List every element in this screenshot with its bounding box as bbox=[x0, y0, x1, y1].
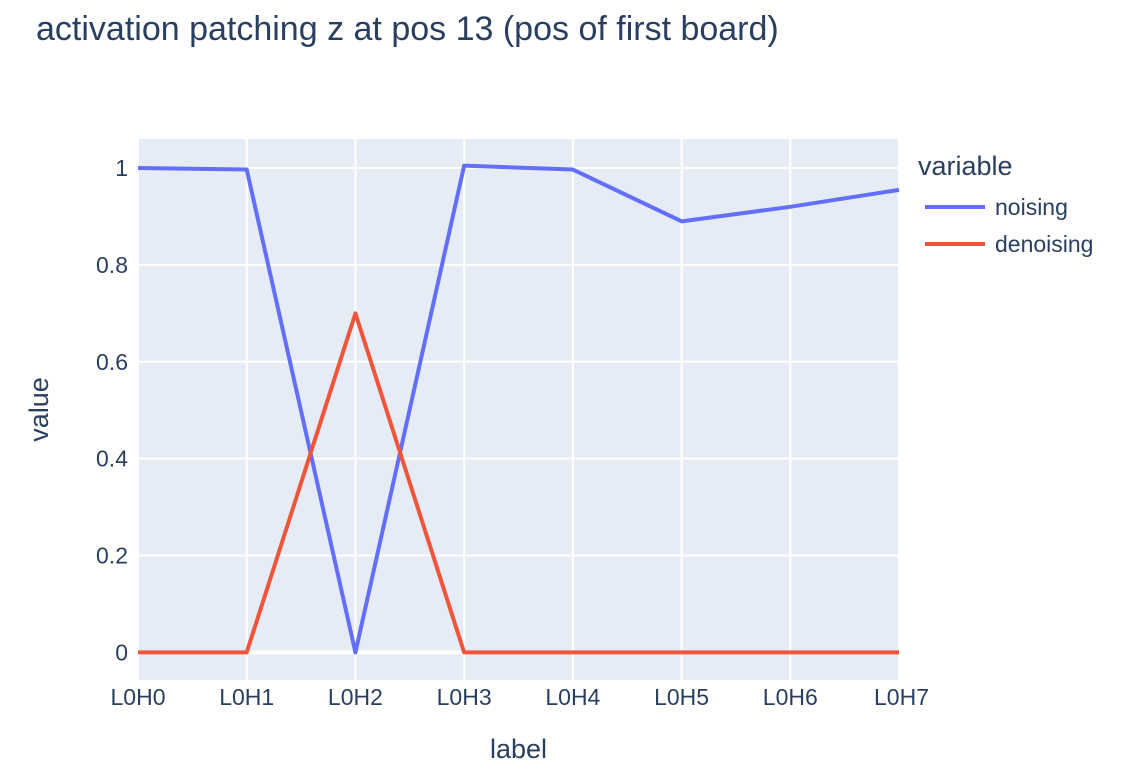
y-axis-title: value bbox=[24, 377, 54, 442]
y-tick-label: 0.2 bbox=[96, 543, 128, 569]
x-tick-label: L0H3 bbox=[437, 684, 492, 710]
x-tick-label: L0H2 bbox=[328, 684, 383, 710]
chart-title: activation patching z at pos 13 (pos of … bbox=[36, 10, 779, 48]
y-axis-ticks: 0 0.2 0.4 0.6 0.8 1 bbox=[96, 155, 128, 665]
plot-area bbox=[138, 139, 899, 680]
legend-title: variable bbox=[918, 151, 1013, 181]
x-tick-label: L0H4 bbox=[545, 684, 600, 710]
x-tick-label: L0H0 bbox=[111, 684, 166, 710]
y-tick-label: 0.4 bbox=[96, 446, 128, 472]
legend: variable noising denoising bbox=[918, 151, 1093, 257]
legend-label-noising: noising bbox=[995, 194, 1068, 220]
x-tick-label: L0H1 bbox=[219, 684, 274, 710]
y-tick-label: 1 bbox=[115, 155, 128, 181]
x-tick-label: L0H7 bbox=[874, 684, 929, 710]
y-tick-label: 0 bbox=[115, 639, 128, 665]
x-axis-title: label bbox=[490, 734, 547, 764]
series-line-noising bbox=[137, 163, 900, 655]
series-line-denoising bbox=[138, 311, 899, 655]
x-tick-label: L0H6 bbox=[763, 684, 818, 710]
legend-label-denoising: denoising bbox=[995, 231, 1093, 257]
x-axis-ticks: L0H0 L0H1 L0H2 L0H3 L0H4 L0H5 L0H6 L0H7 bbox=[111, 684, 929, 710]
x-tick-label: L0H5 bbox=[654, 684, 709, 710]
y-tick-label: 0.8 bbox=[96, 252, 128, 278]
series-lines bbox=[137, 163, 900, 655]
y-tick-label: 0.6 bbox=[96, 349, 128, 375]
